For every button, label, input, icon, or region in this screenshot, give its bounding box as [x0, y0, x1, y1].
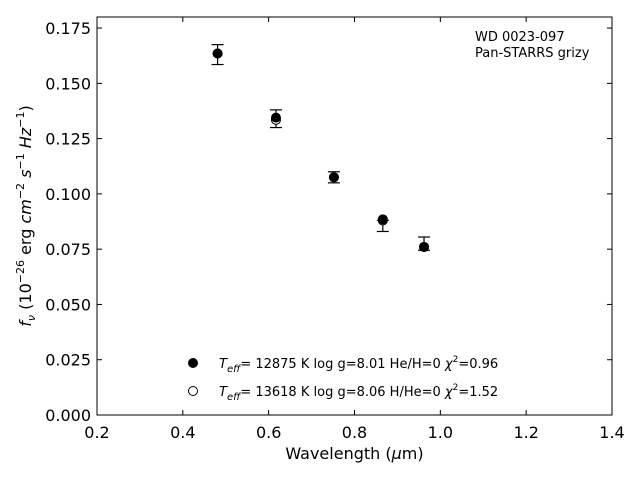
- y-tick-label: 0.050: [45, 295, 91, 314]
- x-tick-label: 1.2: [513, 423, 538, 442]
- y-axis-label: fν (10−26 erg cm−2 s−1 Hz−1): [14, 105, 38, 326]
- legend-marker-open: [188, 386, 198, 396]
- y-tick-label: 0.150: [45, 74, 91, 93]
- legend-marker-filled: [188, 358, 198, 368]
- model-point-filled: [270, 112, 281, 123]
- ticks-layer: 0.2 0.4 0.6 0.8 1.0 1.2 1.4 0.000 0.025 0.050 0.07…: [45, 17, 625, 442]
- y-tick-label: 0.000: [45, 406, 91, 425]
- annotation-line-1: WD 0023-097: [475, 30, 565, 45]
- x-tick-label: 1.4: [599, 423, 624, 442]
- y-tick-label: 0.075: [45, 240, 91, 259]
- y-tick-label: 0.100: [45, 185, 91, 204]
- y-tick-label: 0.025: [45, 351, 91, 370]
- annotation-line-2: Pan-STARRS grizy: [475, 46, 590, 61]
- x-axis-label: Wavelength (μm): [285, 444, 423, 463]
- legend-entry-1: Teff= 12875 K log g=8.01 He/H=0 χ2=0.96: [219, 355, 498, 375]
- legend-entry-2: Teff= 13618 K log g=8.06 H/He=0 χ2=1.52: [219, 383, 498, 403]
- model-point-filled: [419, 241, 430, 252]
- x-tick-label: 1.0: [428, 423, 453, 442]
- legend: Teff= 12875 K log g=8.01 He/H=0 χ2=0.96 …: [188, 355, 498, 403]
- plot-frame: [96, 16, 613, 416]
- model-point-filled: [377, 214, 388, 225]
- x-tick-label: 0.4: [170, 423, 195, 442]
- points-layer: [211, 44, 431, 252]
- x-tick-label: 0.6: [256, 423, 281, 442]
- model-point-filled: [212, 48, 223, 59]
- y-tick-label: 0.125: [45, 130, 91, 149]
- model-point-filled: [328, 172, 339, 183]
- y-tick-label: 0.175: [45, 19, 91, 38]
- x-tick-label: 0.2: [84, 423, 109, 442]
- x-tick-label: 0.8: [342, 423, 367, 442]
